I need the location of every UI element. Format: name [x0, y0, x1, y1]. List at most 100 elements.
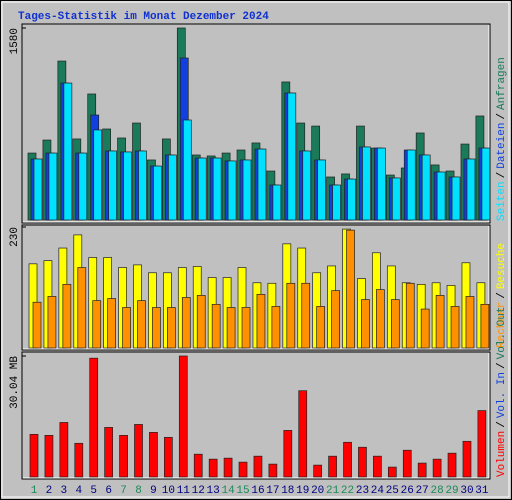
- bar: [93, 129, 103, 221]
- legend-separator: /: [496, 113, 508, 120]
- bar: [108, 150, 118, 221]
- bar: [390, 299, 400, 349]
- bar: [406, 149, 416, 221]
- chart-title: Tages-Statistik im Monat Dezember 2024: [18, 11, 269, 23]
- bar: [451, 176, 461, 221]
- bar: [405, 282, 415, 349]
- bar: [241, 307, 251, 349]
- bar: [182, 119, 192, 221]
- bar: [223, 457, 233, 478]
- bar: [465, 296, 475, 349]
- bar: [420, 308, 430, 349]
- legend-entry: Anfragen: [496, 57, 508, 110]
- bar: [62, 283, 72, 349]
- legend: Volumen / Vol. In / Vol. Out: [496, 307, 508, 477]
- x-tick-label: 23: [356, 485, 369, 497]
- bar: [168, 154, 177, 221]
- bar: [152, 307, 161, 349]
- bar: [164, 436, 173, 478]
- bar: [197, 157, 207, 221]
- y-tick-label: 1580: [9, 28, 21, 54]
- x-tick-label: 11: [177, 485, 191, 497]
- bar: [242, 159, 252, 221]
- legend-separator: /: [496, 421, 508, 428]
- bar: [481, 147, 491, 221]
- x-tick-label: 24: [371, 485, 385, 497]
- y-tick-label: 30.04 MB: [9, 356, 21, 409]
- bar: [211, 303, 221, 349]
- bar: [332, 184, 341, 221]
- x-tick-label: 27: [416, 485, 429, 497]
- legend-entry: Rechner: [496, 302, 508, 348]
- bar: [302, 150, 312, 221]
- bar: [477, 410, 487, 478]
- bar: [313, 464, 323, 478]
- x-tick-label: 5: [90, 485, 97, 497]
- x-tick-label: 13: [207, 485, 220, 497]
- bar: [123, 151, 132, 221]
- bar: [432, 458, 442, 478]
- bar: [33, 158, 43, 221]
- bar: [196, 295, 206, 349]
- bar: [362, 146, 371, 221]
- x-tick-label: 22: [341, 485, 354, 497]
- legend-entry: Vol. Out: [496, 307, 508, 360]
- bar: [402, 449, 412, 478]
- x-tick-label: 14: [221, 485, 235, 497]
- bar: [29, 433, 39, 478]
- bar: [107, 298, 117, 349]
- bar: [257, 148, 267, 221]
- bar: [92, 300, 102, 349]
- bar: [462, 440, 472, 478]
- x-tick-label: 26: [401, 485, 414, 497]
- bar: [271, 306, 281, 349]
- legend: Rechner / Besuche: [496, 243, 508, 348]
- bar: [358, 446, 367, 478]
- bar: [74, 442, 84, 478]
- bar: [149, 432, 158, 478]
- bar: [435, 295, 445, 349]
- y-tick-label: 230: [9, 227, 21, 247]
- x-tick-label: 6: [105, 485, 112, 497]
- bar: [298, 390, 308, 478]
- bar: [77, 267, 87, 349]
- bar: [361, 299, 370, 349]
- bar: [346, 229, 355, 349]
- bar: [153, 165, 162, 221]
- x-tick-label: 30: [460, 485, 473, 497]
- x-tick-label: 3: [61, 485, 68, 497]
- legend-entry: Besuche: [496, 243, 508, 289]
- bar: [212, 157, 222, 221]
- x-tick-label: 29: [445, 485, 458, 497]
- bar: [253, 455, 263, 478]
- x-tick-label: 4: [75, 485, 82, 497]
- bar: [59, 422, 69, 478]
- legend: Seiten / Dateien / Anfragen: [496, 57, 508, 221]
- bar: [32, 301, 42, 349]
- bar: [283, 430, 293, 478]
- bar: [63, 82, 73, 221]
- bar: [134, 424, 143, 478]
- legend-separator: /: [496, 172, 508, 179]
- x-tick-label: 20: [311, 485, 324, 497]
- bar: [227, 160, 237, 221]
- x-tick-label: 18: [281, 485, 294, 497]
- x-tick-label: 2: [46, 485, 53, 497]
- bar: [44, 435, 54, 478]
- bar: [272, 184, 282, 221]
- bar: [89, 357, 99, 478]
- bar: [450, 306, 460, 349]
- legend-entry: Vol. In: [496, 372, 508, 418]
- bar: [347, 178, 356, 221]
- x-tick-label: 25: [386, 485, 399, 497]
- bar: [447, 452, 457, 478]
- x-tick-label: 17: [266, 485, 279, 497]
- bar: [377, 147, 386, 221]
- legend-entry: Dateien: [496, 123, 508, 169]
- x-tick-label: 7: [120, 485, 127, 497]
- bar: [436, 171, 446, 221]
- bar: [421, 154, 431, 221]
- bar: [391, 177, 401, 221]
